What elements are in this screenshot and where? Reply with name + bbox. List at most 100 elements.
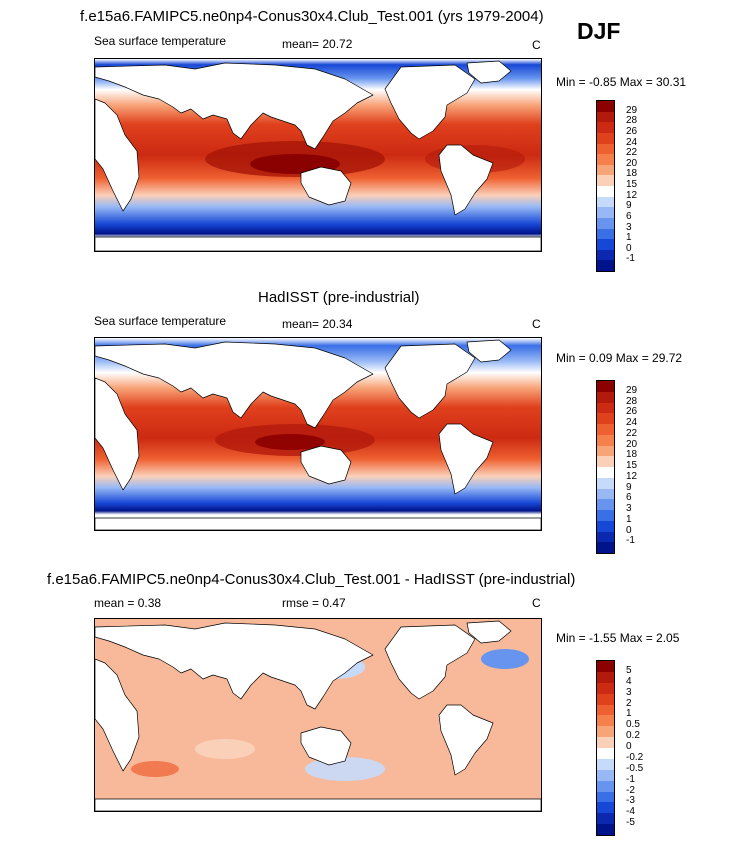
colorbar-tick-label: 20	[626, 157, 638, 169]
colorbar-swatch	[597, 249, 614, 261]
colorbar-swatch	[597, 758, 614, 770]
colorbar-tick-label: 0	[626, 741, 632, 752]
colorbar-swatch	[597, 542, 614, 553]
colorbar-tick-label: 6	[626, 210, 632, 222]
colorbar-tick-label: 26	[626, 125, 638, 137]
panel-obs-minmax: Min = 0.09 Max = 29.72	[556, 351, 683, 365]
colorbar-tick-label: -3	[626, 795, 635, 807]
colorbar-swatch	[597, 154, 614, 165]
colorbar-tick-label: 0	[626, 242, 632, 254]
colorbar-swatch	[597, 381, 614, 392]
colorbar-swatch	[597, 520, 614, 532]
panel-model-units: C	[532, 38, 541, 52]
panel-diff-rmse: rmse = 0.47	[282, 596, 346, 610]
colorbar-tick-label: 12	[626, 189, 638, 201]
colorbar-tick-label: 29	[626, 384, 638, 396]
colorbar-tick-label: 18	[626, 449, 638, 461]
colorbar-swatch	[597, 143, 614, 155]
colorbar-swatch	[597, 715, 614, 727]
colorbar-swatch	[597, 111, 614, 123]
colorbar-tick-label: 12	[626, 470, 638, 482]
colorbar-swatch	[597, 217, 614, 229]
colorbar-tick-label: 24	[626, 136, 638, 148]
panel-diff-title: f.e15a6.FAMIPC5.ne0np4-Conus30x4.Club_Te…	[47, 571, 576, 588]
panel-model-map	[94, 58, 542, 252]
panel-model-colorbar	[596, 100, 615, 272]
panel-diff-minmax: Min = -1.55 Max = 2.05	[556, 631, 680, 645]
panel-obs-title: HadISST (pre-industrial)	[258, 289, 420, 306]
colorbar-tick-label: 5	[626, 664, 632, 676]
colorbar-tick-label: 22	[626, 427, 638, 439]
colorbar-tick-label: 20	[626, 438, 638, 450]
colorbar-tick-label: 26	[626, 406, 638, 418]
colorbar-tick-label: 3	[626, 686, 632, 698]
colorbar-swatch	[597, 467, 614, 478]
colorbar-tick-label: -1	[626, 773, 635, 785]
colorbar-swatch	[597, 186, 614, 197]
colorbar-swatch	[597, 671, 614, 683]
colorbar-tick-label: 1	[626, 232, 632, 244]
colorbar-tick-label: 1	[626, 708, 632, 720]
panel-diff-units: C	[532, 596, 541, 610]
colorbar-swatch	[597, 813, 614, 825]
colorbar-tick-label: 15	[626, 460, 638, 471]
colorbar-tick-label: -5	[626, 817, 635, 829]
panel-diff-map	[94, 618, 542, 812]
colorbar-swatch	[597, 434, 614, 446]
colorbar-tick-label: 2	[626, 697, 632, 709]
colorbar-swatch	[597, 769, 614, 781]
colorbar-swatch	[597, 499, 614, 510]
colorbar-swatch	[597, 456, 614, 467]
panel-obs-units: C	[532, 317, 541, 331]
colorbar-tick-label: -2	[626, 784, 635, 796]
colorbar-swatch	[597, 802, 614, 814]
colorbar-tick-label: 3	[626, 221, 632, 233]
panel-diff-colorbar	[596, 660, 615, 836]
colorbar-tick-label: 6	[626, 492, 632, 504]
colorbar-swatch	[597, 175, 614, 186]
colorbar-tick-label: -0.5	[626, 762, 644, 774]
colorbar-swatch	[597, 122, 614, 133]
colorbar-tick-label: 4	[626, 675, 632, 687]
colorbar-swatch	[597, 402, 614, 414]
colorbar-tick-label: 0.5	[626, 719, 640, 731]
colorbar-swatch	[597, 488, 614, 500]
colorbar-tick-label: 18	[626, 168, 638, 180]
colorbar-swatch	[597, 391, 614, 403]
colorbar-swatch	[597, 704, 614, 716]
colorbar-swatch	[597, 260, 614, 271]
colorbar-swatch	[597, 101, 614, 112]
colorbar-swatch	[597, 682, 614, 694]
colorbar-swatch	[597, 207, 614, 218]
panel-model-minmax: Min = -0.85 Max = 30.31	[556, 75, 687, 89]
panel-model-left-label: Sea surface temperature	[94, 34, 227, 48]
panel-obs-mean: mean= 20.34	[282, 317, 353, 331]
panel-model-title: f.e15a6.FAMIPC5.ne0np4-Conus30x4.Club_Te…	[80, 8, 544, 25]
colorbar-swatch	[597, 196, 614, 208]
colorbar-tick-label: -1	[626, 535, 635, 547]
colorbar-tick-label: 0.2	[626, 730, 640, 742]
colorbar-tick-label: 9	[626, 481, 632, 493]
panel-diff-mean: mean = 0.38	[94, 596, 162, 610]
colorbar-swatch	[597, 228, 614, 240]
colorbar-tick-label: 28	[626, 115, 638, 127]
colorbar-tick-label: 1	[626, 513, 632, 525]
colorbar-swatch	[597, 413, 614, 424]
panel-model-mean: mean= 20.72	[282, 37, 353, 51]
colorbar-tick-label: -1	[626, 253, 635, 265]
colorbar-swatch	[597, 132, 614, 144]
colorbar-swatch	[597, 824, 614, 835]
colorbar-tick-label: -0.2	[626, 751, 644, 763]
colorbar-swatch	[597, 477, 614, 489]
panel-obs-left-label: Sea surface temperature	[94, 314, 227, 328]
colorbar-tick-label: 3	[626, 503, 632, 514]
colorbar-tick-label: 9	[626, 200, 632, 212]
colorbar-swatch	[597, 164, 614, 176]
colorbar-tick-label: 0	[626, 524, 632, 536]
colorbar-swatch	[597, 445, 614, 457]
colorbar-swatch	[597, 239, 614, 250]
colorbar-swatch	[597, 726, 614, 738]
colorbar-tick-label: 29	[626, 104, 638, 116]
colorbar-swatch	[597, 531, 614, 543]
colorbar-swatch	[597, 424, 614, 435]
